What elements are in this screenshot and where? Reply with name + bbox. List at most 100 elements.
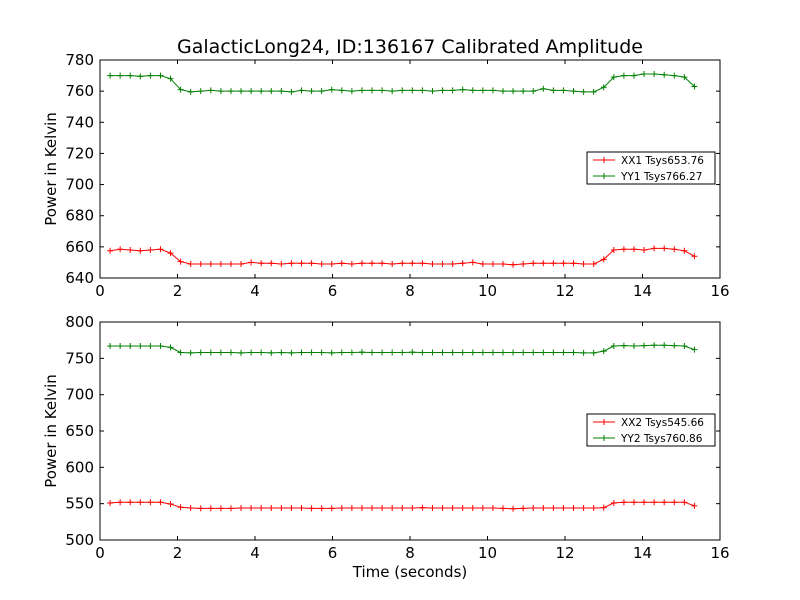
bottom-data-point [449,505,456,512]
bottom-data-point [651,499,658,506]
bottom-data-point [469,505,476,512]
bottom-data-point [318,349,325,356]
bottom-data-point [338,349,345,356]
top-data-point [308,88,315,95]
bottom-data-point [288,349,295,356]
bottom-data-point [469,349,476,356]
bottom-data-point [540,505,547,512]
top-data-point [510,261,517,268]
top-data-point [187,88,194,95]
top-data-point [369,260,376,267]
legend-marker-yy2 [601,435,607,441]
top-x-tick-label: 0 [95,282,105,300]
top-x-tick-label: 2 [173,282,183,300]
top-y-axis-label: Power in Kelvin [42,112,60,226]
top-data-point [479,260,486,267]
top-data-point [117,246,124,253]
top-y-tick-label: 740 [65,113,94,131]
top-data-point [439,260,446,267]
legend-marker-yy1 [601,173,607,179]
bottom-x-tick-label: 0 [95,544,105,562]
bottom-legend-box [586,413,716,447]
top-data-point [258,260,265,267]
bottom-x-tick-label: 14 [633,544,652,562]
top-data-point [550,260,557,267]
top-data-point [570,88,577,95]
bottom-data-point [248,349,255,356]
top-panel-marks [107,71,698,268]
bottom-data-point [217,349,224,356]
top-data-point [590,88,597,95]
top-x-tick-label: 8 [405,282,415,300]
top-data-point [268,88,275,95]
bottom-data-point [641,342,648,349]
bottom-data-point [479,505,486,512]
bottom-data-point [348,349,355,356]
top-y-tick-label: 720 [65,144,94,162]
top-data-point [500,260,506,267]
top-data-point [610,246,617,253]
top-data-point [238,88,245,95]
bottom-data-point [248,505,255,512]
top-legend-box [586,151,716,185]
bottom-data-point [157,342,164,349]
bottom-data-point [389,505,396,512]
bottom-data-point [530,349,537,356]
top-x-tick-label: 10 [478,282,497,300]
top-data-point [409,260,416,267]
top-data-point [530,260,537,267]
top-data-point [510,88,517,95]
top-data-point [520,88,527,95]
bottom-data-point [479,349,486,356]
top-data-point [530,88,537,95]
bottom-data-point [298,349,305,356]
top-data-point [379,260,386,267]
top-data-point [560,87,567,94]
top-data-point [661,245,668,252]
top-data-point [298,260,305,267]
bottom-data-point [661,499,668,506]
bottom-data-point [177,504,184,511]
bottom-data-point [389,349,396,356]
bottom-data-point [580,505,587,512]
top-data-point [107,72,114,79]
top-data-point [651,71,658,78]
top-data-point [641,71,648,78]
bottom-data-point [288,505,295,512]
bottom-y-axis-label: Power in Kelvin [42,374,60,488]
top-data-point [681,247,688,254]
top-x-tick-label: 14 [633,282,652,300]
legend-label-xx1: XX1 Tsys653.76 [621,155,704,167]
top-y-tick-label: 660 [65,238,94,256]
top-data-point [328,260,335,267]
bottom-y-tick-label: 600 [65,458,94,476]
bottom-panel: 0 2 4 6 8 10 12 14 16 500 550 600 650 700 750 800 Power… [42,313,730,581]
top-data-point [429,88,436,95]
bottom-data-point [570,505,577,512]
bottom-data-point [107,342,114,349]
bottom-data-point [620,342,627,349]
top-data-point [197,88,204,95]
top-data-point [238,260,245,267]
bottom-y-tick-label: 700 [65,386,94,404]
bottom-data-point [590,349,597,356]
bottom-data-point [318,505,325,512]
bottom-x-tick-label: 16 [710,544,729,562]
bottom-data-point [379,349,386,356]
legend-marker-xx1 [601,157,607,163]
top-data-point [399,87,406,94]
top-data-point [580,88,587,95]
bottom-data-point [358,505,365,512]
bottom-data-point [147,342,154,349]
bottom-panel-ticks: 0 2 4 6 8 10 12 14 16 500 550 600 650 700 750 800 [65,313,729,562]
bottom-data-point [550,505,557,512]
bottom-data-point [127,499,134,506]
top-data-point [157,246,164,253]
top-data-point [358,87,365,94]
top-data-point [691,253,698,260]
bottom-data-point [500,505,506,512]
top-data-point [671,246,678,253]
bottom-data-point [167,344,174,351]
top-data-point [338,260,345,267]
top-data-point [459,86,466,93]
